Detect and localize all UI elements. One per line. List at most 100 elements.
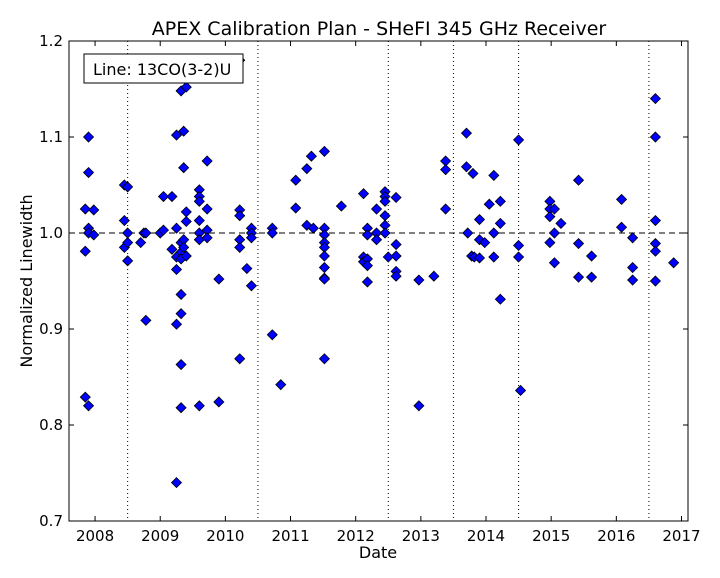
data-point [627,274,639,286]
data-point [361,260,373,272]
data-point [266,227,278,239]
data-point [318,145,330,157]
data-point [668,257,680,269]
data-point [440,203,452,215]
data-point [213,273,225,285]
data-point [514,384,527,397]
data-point [649,275,661,287]
x-tick-label: 2011 [271,527,309,545]
data-point [88,204,100,216]
data-point [488,227,500,239]
data-point [548,203,560,215]
data-point [494,293,506,305]
data-point [413,274,425,286]
x-tick-label: 2014 [467,527,505,545]
data-point [649,214,661,227]
data-point [175,358,187,371]
data-point [473,252,486,264]
data-point [166,243,178,255]
data-point [479,237,491,249]
legend-frame [83,53,244,84]
data-point [460,161,473,173]
data-point [82,131,95,143]
data-point [572,237,585,250]
data-point [266,329,278,341]
data-point [627,232,639,244]
data-point [413,400,425,412]
data-point [627,261,639,274]
data-point [615,221,628,233]
data-point [241,262,253,275]
data-point [467,167,479,180]
data-point [82,166,95,179]
data-point [649,245,661,257]
data-point [234,210,246,222]
data-point [494,195,506,207]
data-point [275,379,287,391]
data-point [379,227,391,239]
data-point [548,257,560,269]
x-tick-label: 2010 [206,527,244,545]
data-point [245,232,258,244]
x-tick-label: 2008 [76,527,114,545]
data-point [544,211,556,223]
x-tick-label: 2016 [597,527,635,545]
data-point [170,263,183,276]
data-point [361,229,373,241]
data-point [201,155,213,167]
data-point [140,227,152,239]
data-point [175,288,187,301]
x-tick-label: 2013 [402,527,440,545]
x-tick-label: 2017 [662,527,700,545]
data-point [390,250,402,262]
data-point [180,206,192,218]
data-point [544,237,556,249]
data-point [305,150,317,162]
data-point [586,271,598,283]
data-point [361,276,373,288]
data-point [201,203,213,215]
data-point [178,162,190,174]
data-point [122,227,134,239]
data-point [370,203,383,215]
legend-box: Line: 13CO(3-2)U [83,53,244,84]
data-point [390,191,402,204]
data-point [548,227,560,239]
data-point [175,308,187,320]
data-point [201,232,213,244]
data-point [79,391,91,403]
data-point [615,193,628,205]
grid-layer [69,41,688,521]
data-point [193,234,205,246]
y-tick-label: 1.2 [39,32,63,50]
data-point [483,198,495,210]
data-point [649,131,661,143]
data-point [157,224,170,236]
data-point [335,200,347,212]
data-point [290,202,302,214]
data-point [170,222,183,234]
data-point [122,255,134,267]
chart-title: APEX Calibration Plan - SHeFI 345 GHz Re… [152,18,607,40]
data-point [370,234,383,246]
data-point [213,396,225,408]
data-point [157,190,170,203]
data-point [175,402,187,414]
data-point [318,353,330,365]
data-point [245,280,258,292]
data-point [379,195,391,207]
plot-frame [68,40,689,522]
data-point [473,213,486,226]
data-point [170,477,183,489]
data-point [180,215,192,228]
data-point [488,251,500,263]
data-point [494,217,506,229]
data-point [513,134,525,146]
data-point [193,214,205,227]
data-point [290,174,302,186]
data-point [390,270,402,282]
data-point [318,261,330,274]
data-point [488,169,500,181]
y-tick-label: 0.9 [39,320,63,338]
